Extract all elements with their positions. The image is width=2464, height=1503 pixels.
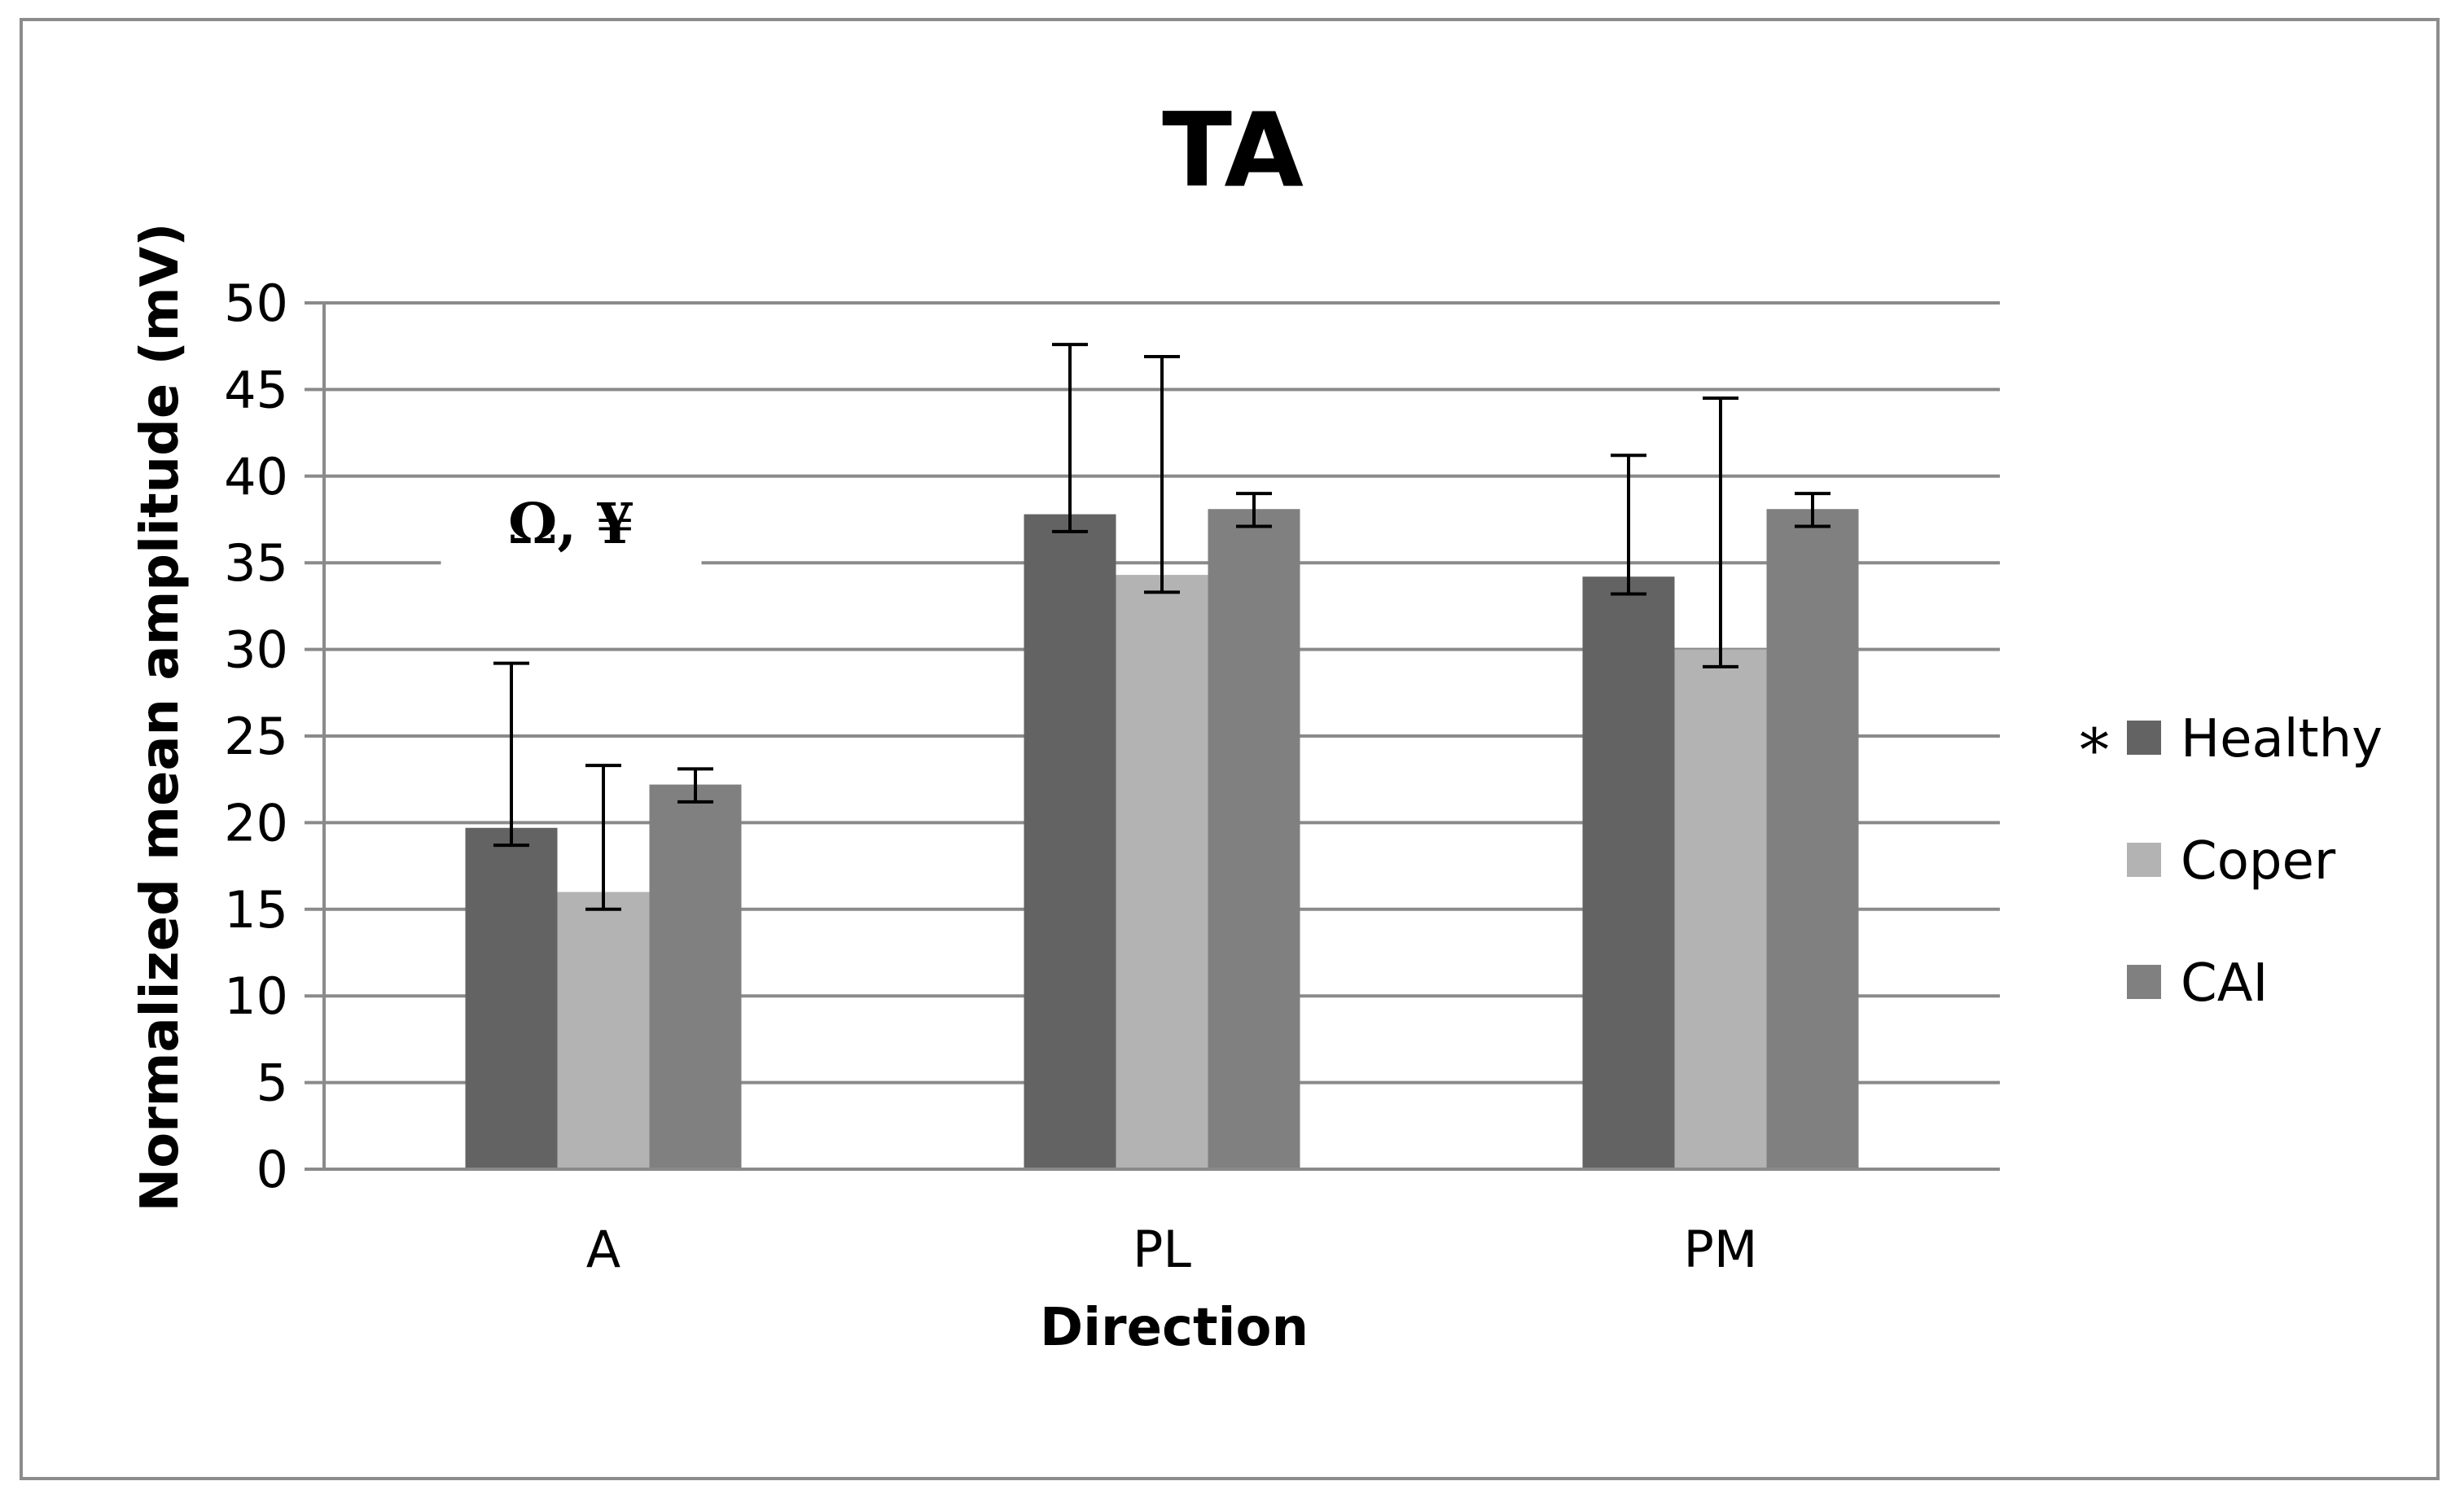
bar-healthy-a — [465, 827, 558, 1169]
legend-label: Coper — [2181, 831, 2336, 892]
legend-swatch — [2127, 965, 2161, 999]
y-tick-labels: 0 5 10 15 20 25 30 35 40 45 50 — [224, 274, 288, 1199]
x-tick-label: PM — [1684, 1220, 1758, 1279]
bar-coper-pl — [1116, 575, 1208, 1169]
x-tick-label: PL — [1133, 1220, 1191, 1279]
annotation-background — [441, 485, 702, 593]
annotation-box — [441, 485, 702, 593]
chart-title: TA — [1162, 90, 1304, 210]
y-axis-title: Normalized mean amplitude (mV) — [130, 223, 191, 1212]
y-tick-label: 35 — [224, 533, 288, 593]
bar-healthy-pm — [1582, 576, 1675, 1169]
error-bar-coper-a — [585, 764, 621, 911]
x-tick-label: A — [586, 1220, 620, 1279]
error-bar-coper-pl — [1144, 354, 1180, 594]
bar-coper-a — [557, 892, 650, 1169]
bar-cai-pm — [1766, 509, 1859, 1169]
y-tick-label: 25 — [224, 707, 288, 766]
legend-label: CAI — [2181, 953, 2268, 1014]
legend: Healthy Coper CAI * — [2080, 709, 2383, 1014]
x-axis-title: Direction — [1040, 1298, 1309, 1358]
legend-item-cai: CAI — [2127, 953, 2268, 1014]
bar-healthy-pl — [1024, 514, 1116, 1169]
y-tick-label: 0 — [256, 1140, 288, 1199]
annotations: Ω, ¥ — [508, 492, 634, 557]
error-bar-cai-pl — [1236, 492, 1272, 528]
chart-frame: TA 0 5 10 15 20 25 30 35 40 45 50 A PL PM Ω, ¥ Direc… — [20, 18, 2440, 1480]
axes — [305, 303, 2000, 1171]
legend-significance-marker: * — [2080, 716, 2109, 784]
error-bar-cai-pm — [1795, 492, 1830, 528]
legend-item-healthy: Healthy — [2127, 709, 2383, 769]
legend-item-coper: Coper — [2127, 831, 2336, 892]
y-tick-label: 50 — [224, 274, 288, 333]
error-bar-healthy-a — [493, 661, 529, 848]
error-bar-healthy-pm — [1611, 454, 1646, 596]
y-tick-label: 30 — [224, 620, 288, 680]
y-tick-label: 20 — [224, 793, 288, 852]
y-tick-label: 15 — [224, 880, 288, 940]
bar-coper-pm — [1674, 649, 1767, 1169]
error-bar-cai-a — [677, 767, 713, 804]
error-bar-coper-pm — [1703, 397, 1738, 668]
bar-cai-pl — [1208, 509, 1300, 1169]
bars — [465, 509, 1859, 1169]
significance-annotation: Ω, ¥ — [508, 492, 634, 557]
y-tick-label: 40 — [224, 447, 288, 506]
y-tick-label: 5 — [256, 1054, 288, 1113]
x-tick-labels: A PL PM — [586, 1220, 1758, 1279]
error-bars — [493, 343, 1830, 911]
legend-label: Healthy — [2181, 709, 2383, 769]
legend-swatch — [2127, 843, 2161, 877]
error-bar-healthy-pl — [1052, 343, 1088, 533]
legend-swatch — [2127, 721, 2161, 755]
bar-cai-a — [649, 784, 742, 1169]
y-tick-label: 10 — [224, 966, 288, 1026]
y-tick-label: 45 — [224, 360, 288, 419]
chart-svg: TA 0 5 10 15 20 25 30 35 40 45 50 A PL PM Ω, ¥ Direc… — [130, 90, 2383, 1358]
